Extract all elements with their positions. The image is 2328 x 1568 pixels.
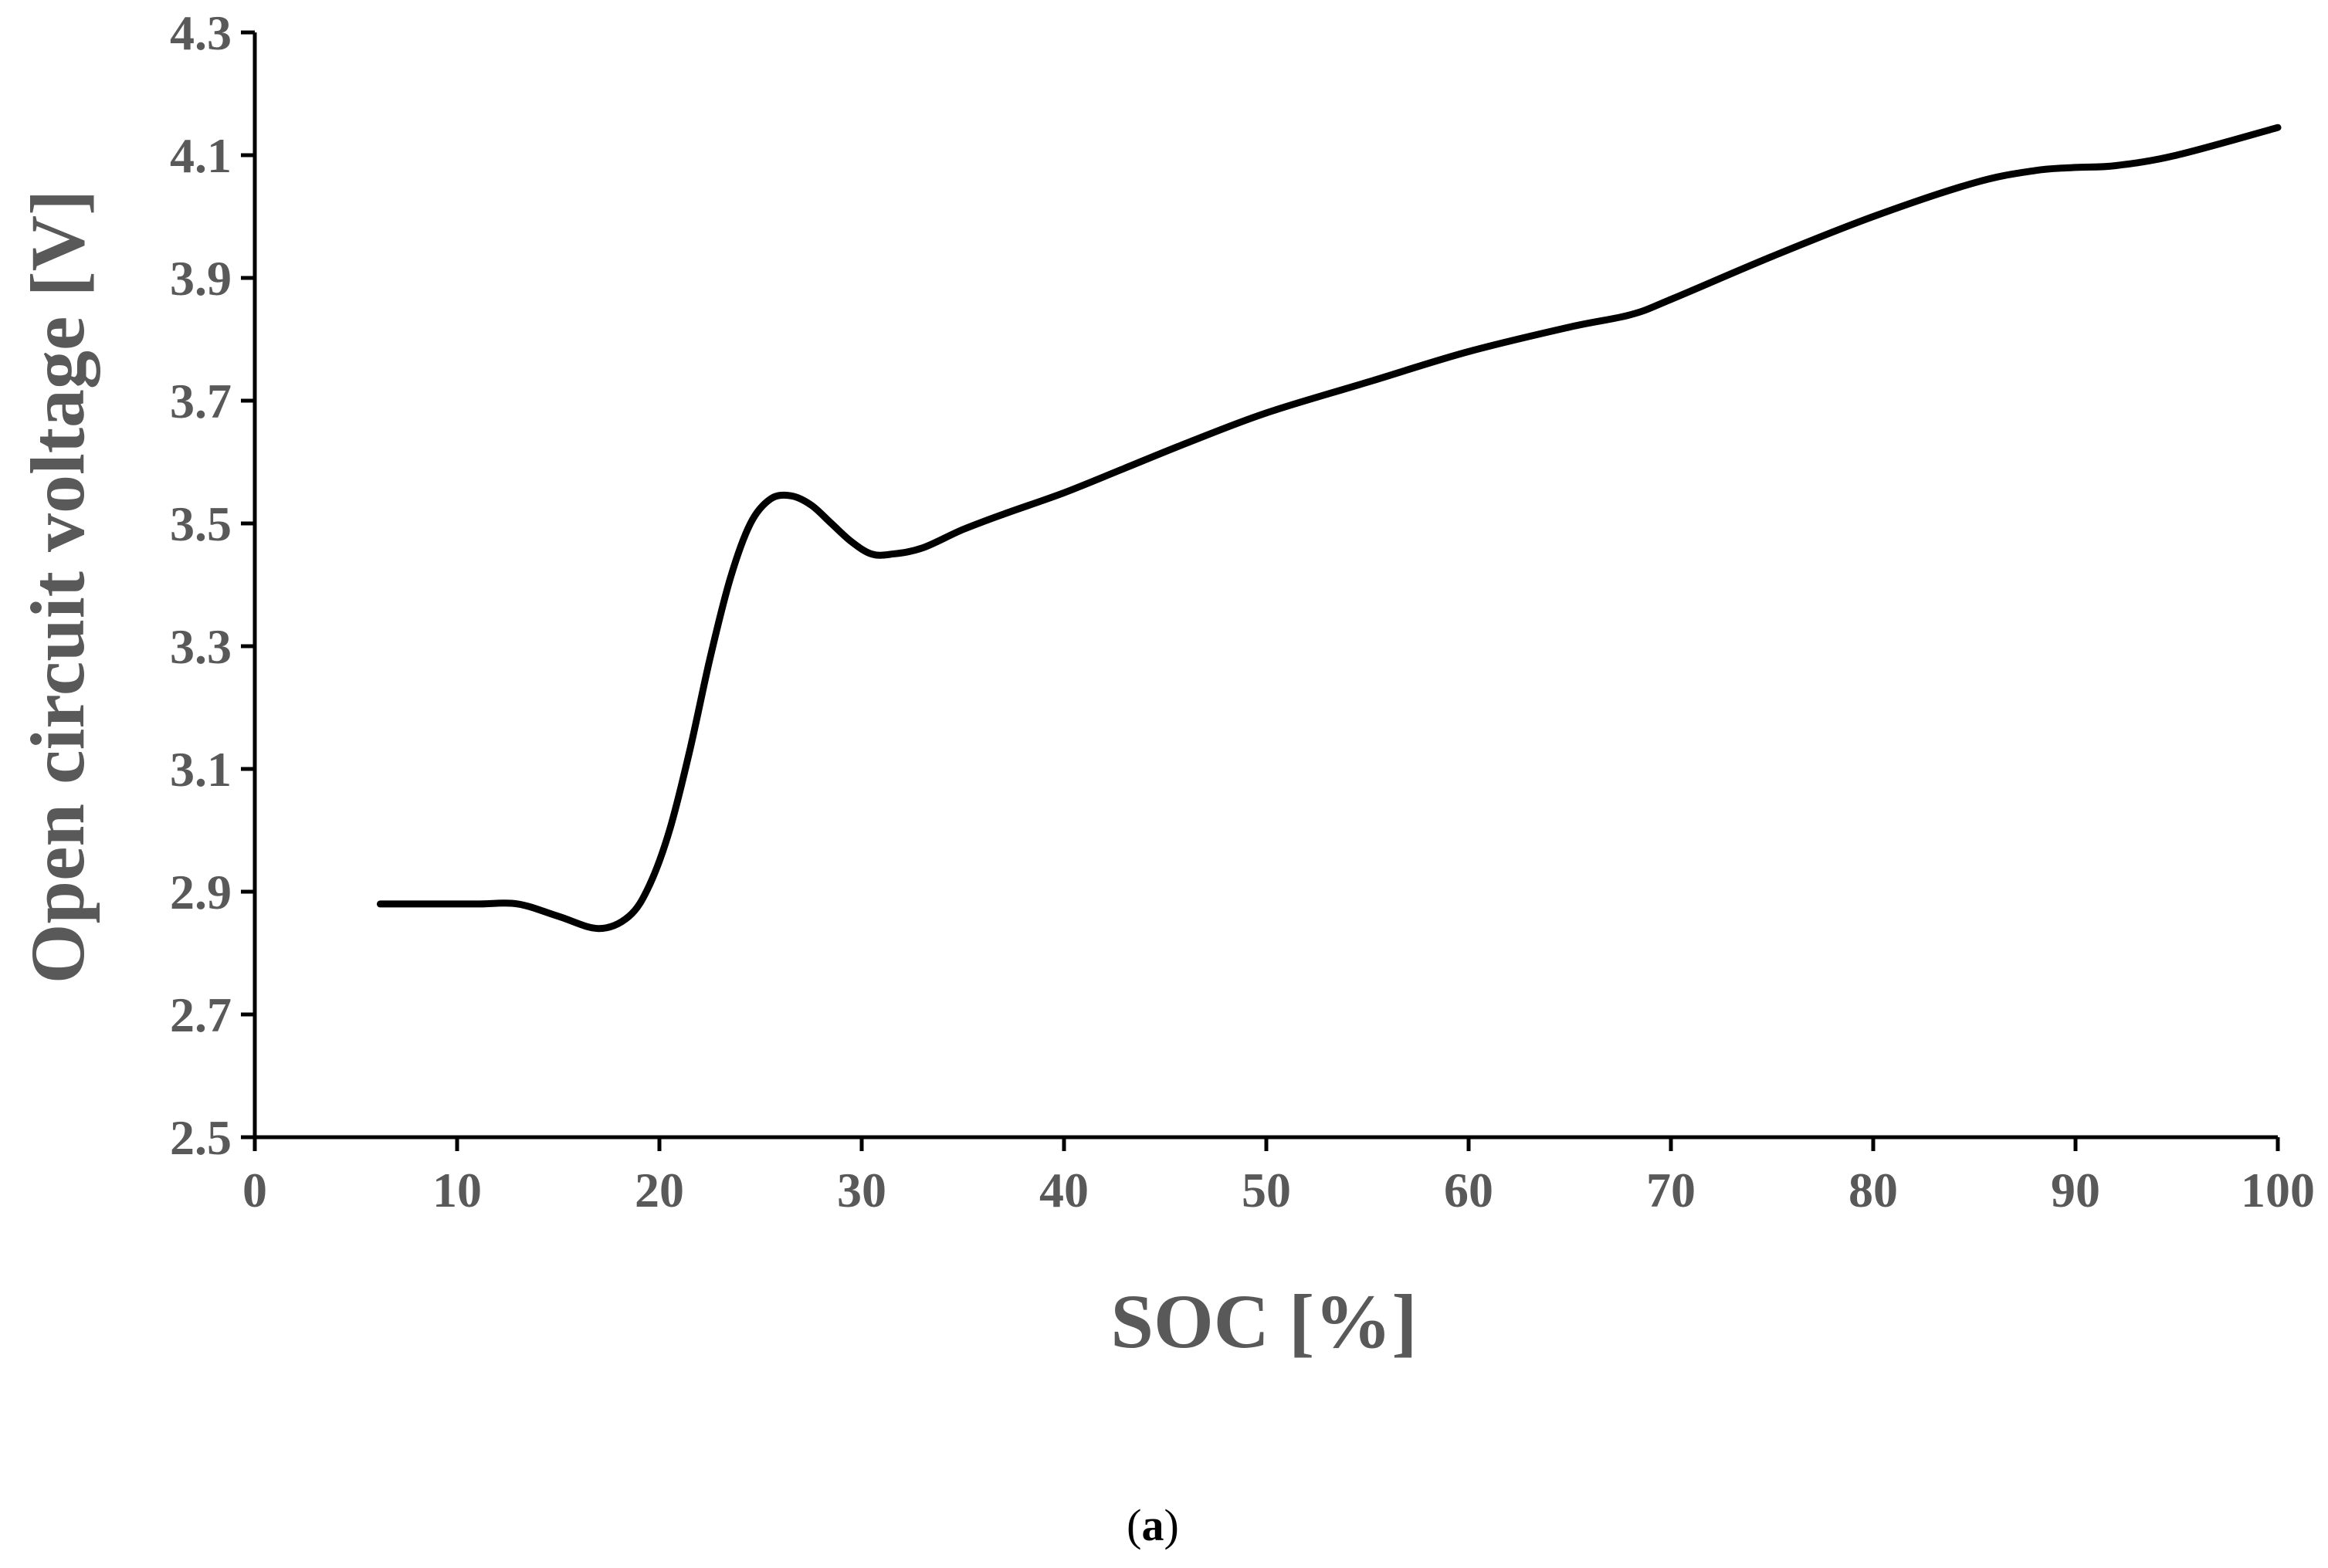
y-axis-title: Open circuit voltage [V] <box>15 190 100 984</box>
y-tick-label: 3.1 <box>170 742 232 797</box>
x-tick-label: 60 <box>1444 1163 1493 1217</box>
y-tick-label: 3.7 <box>170 374 232 428</box>
x-tick-label: 0 <box>242 1163 267 1217</box>
series-line <box>376 124 2282 933</box>
y-tick-label: 4.3 <box>170 5 232 60</box>
y-tick-label: 2.9 <box>170 865 232 919</box>
x-axis: 0 10 20 30 40 50 60 70 80 90 100 <box>242 1135 2315 1217</box>
y-tick-label: 3.9 <box>170 251 232 306</box>
y-tick-label: 4.1 <box>170 128 232 183</box>
x-tick-label: 70 <box>1646 1163 1696 1217</box>
x-tick-label: 80 <box>1849 1163 1898 1217</box>
x-tick-label: 30 <box>837 1163 886 1217</box>
y-tick-label: 2.5 <box>170 1110 232 1165</box>
y-tick-label: 3.5 <box>170 496 232 551</box>
x-tick-label: 100 <box>2241 1163 2315 1217</box>
y-tick-label: 3.3 <box>170 619 232 674</box>
y-tick-label: 2.7 <box>170 987 232 1042</box>
x-tick-label: 90 <box>2051 1163 2100 1217</box>
y-axis: 2.5 2.7 2.9 3.1 3.3 3.5 3.7 3.9 4.1 4.3 <box>170 5 257 1165</box>
caption-label: (a) <box>1127 1500 1179 1550</box>
x-tick-label: 10 <box>432 1163 482 1217</box>
x-tick-label: 20 <box>635 1163 684 1217</box>
x-tick-label: 40 <box>1039 1163 1089 1217</box>
x-axis-title: SOC [%] <box>1110 1278 1417 1364</box>
x-tick-label: 50 <box>1242 1163 1291 1217</box>
